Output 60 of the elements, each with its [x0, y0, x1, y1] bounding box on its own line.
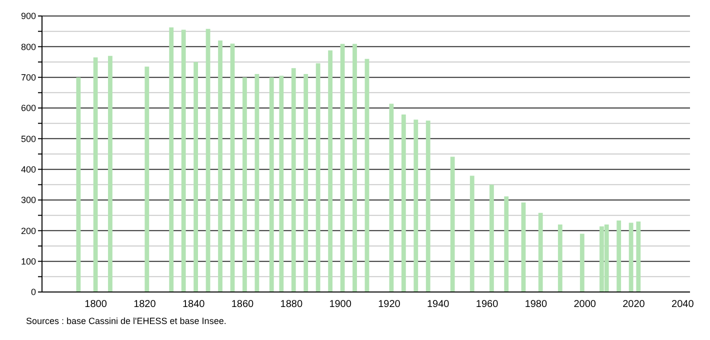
bar: [401, 114, 406, 292]
bar: [470, 176, 474, 292]
bar: [558, 224, 562, 292]
bar: [450, 156, 455, 292]
x-tick-label: 2000: [574, 299, 596, 310]
y-tick-label: 400: [20, 164, 36, 175]
bar: [538, 212, 543, 292]
bar: [628, 222, 634, 292]
bar: [269, 77, 274, 292]
bar: [279, 76, 284, 292]
y-tick-label: 800: [20, 42, 36, 52]
x-tick-label: 1940: [427, 299, 450, 310]
y-tick-label: 500: [20, 134, 36, 144]
x-tick-label: 1920: [378, 299, 401, 310]
y-tick-label: 900: [20, 11, 36, 22]
bar: [76, 77, 81, 292]
bar: [230, 44, 235, 292]
bar: [504, 196, 509, 292]
x-tick-label: 1960: [476, 299, 499, 310]
y-tick-label: 0: [30, 287, 36, 298]
y-tick-label: 200: [20, 226, 36, 236]
bar: [242, 77, 247, 292]
bar: [352, 44, 357, 292]
bar: [169, 27, 174, 292]
bar: [304, 74, 308, 292]
x-tick-label: 1840: [182, 299, 206, 310]
x-tick-label: 2040: [672, 299, 694, 310]
x-tick-label: 1900: [329, 299, 352, 310]
bar: [328, 50, 332, 292]
bar: [414, 120, 418, 292]
bar: [489, 184, 494, 292]
bar: [616, 220, 622, 292]
bar: [340, 44, 345, 292]
x-tick-label: 1800: [84, 299, 108, 310]
bar: [206, 28, 210, 292]
bar: [254, 74, 260, 292]
y-tick-label: 600: [20, 103, 36, 114]
bar: [291, 68, 296, 292]
bar: [316, 63, 320, 292]
y-tick-label: 100: [20, 256, 36, 267]
bar: [144, 66, 150, 292]
x-tick-label: 1820: [134, 299, 156, 310]
bar: [218, 40, 222, 292]
x-tick-label: 1860: [231, 299, 254, 310]
bar: [364, 58, 370, 292]
x-tick-label: 1880: [280, 299, 303, 310]
bar: [194, 62, 198, 292]
y-tick-label: 700: [20, 72, 36, 83]
bar: [636, 221, 641, 292]
x-tick-label: 2020: [622, 299, 646, 310]
bar: [181, 30, 186, 292]
x-tick-label: 1980: [524, 299, 548, 310]
source-note: Sources : base Cassini de l'EHESS et base Insee.: [26, 316, 228, 326]
bar: [93, 57, 98, 292]
bar: [108, 56, 112, 292]
bar: [426, 120, 430, 292]
y-tick-label: 300: [20, 195, 36, 206]
bar: [580, 234, 584, 292]
bar: [521, 202, 526, 292]
bar: [389, 104, 394, 292]
